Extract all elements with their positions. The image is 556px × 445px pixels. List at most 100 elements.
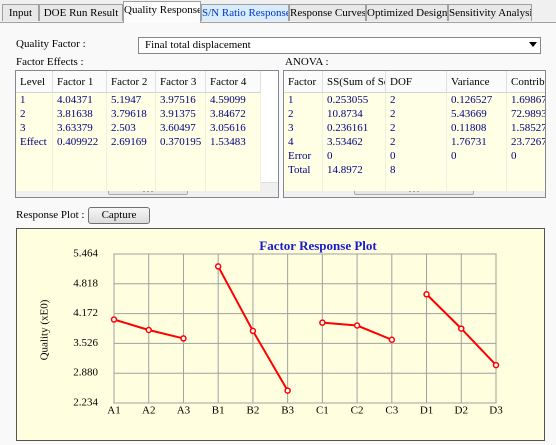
table-cell: 5.1947 <box>107 93 156 107</box>
table-cell: 4 <box>284 135 323 149</box>
empty-cell <box>386 177 447 191</box>
tab[interactable]: Quality Response <box>123 1 201 23</box>
empty-cell <box>53 163 107 177</box>
empty-cell <box>507 163 545 177</box>
x-tick-label: B1 <box>212 405 225 417</box>
table-cell: 2.69169 <box>107 135 156 149</box>
table-cell: 3.91375 <box>156 107 206 121</box>
point <box>180 335 187 342</box>
x-tick-label: B3 <box>281 405 294 417</box>
table-cell: 2 <box>16 107 53 121</box>
x-tick-label: C3 <box>385 405 398 417</box>
y-axis-title: Quality (xE0) <box>39 299 51 360</box>
x-tick-label: D1 <box>420 405 433 417</box>
table-cell: 0 <box>507 149 545 163</box>
table-cell: 0.370195 <box>156 135 206 149</box>
x-tick-label: D3 <box>489 405 503 417</box>
empty-cell <box>16 177 53 191</box>
y-tick-label: 2.234 <box>73 397 98 409</box>
point <box>388 336 396 344</box>
empty-cell <box>16 149 53 163</box>
tab[interactable]: S/N Ratio Response <box>201 4 289 21</box>
tab[interactable]: DOE Run Result <box>39 4 123 21</box>
x-tick-label: A3 <box>177 405 191 417</box>
x-tick-label: C2 <box>351 405 364 417</box>
x-tick-label: A2 <box>142 405 155 417</box>
column-header: Factor 4 <box>206 71 261 93</box>
y-tick-label: 4.172 <box>73 307 98 319</box>
table-cell: 23.7267 <box>507 135 545 149</box>
table-cell: 1.53483 <box>206 135 261 149</box>
tab[interactable]: Optimized Design <box>366 4 448 21</box>
table-cell: 0.11808 <box>447 121 507 135</box>
empty-cell <box>53 177 107 191</box>
table-cell: 2 <box>386 121 447 135</box>
plot-area <box>113 253 497 404</box>
table-cell: 1.69867 <box>507 93 545 107</box>
tab[interactable]: Response Curves <box>289 4 366 21</box>
dropdown-value: Final total displacement <box>145 39 251 51</box>
table-cell: 5.43669 <box>447 107 507 121</box>
empty-cell <box>206 177 261 191</box>
table-cell: 1.58527 <box>507 121 545 135</box>
empty-cell <box>53 149 107 163</box>
point <box>423 291 430 298</box>
tab[interactable]: Sensitivity Analysis <box>448 4 532 21</box>
table-cell: Error <box>284 149 323 163</box>
quality-factor-label: Quality Factor : <box>16 38 86 50</box>
table-cell: 72.9893 <box>507 107 545 121</box>
column-header: Factor 1 <box>53 71 107 93</box>
response-plot-label: Response Plot : <box>16 209 85 221</box>
column-header: Factor <box>284 71 323 93</box>
anova-label: ANOVA : <box>285 56 329 68</box>
capture-button[interactable]: Capture <box>88 207 150 224</box>
tab[interactable]: Input <box>2 4 39 21</box>
table-cell: 0.409922 <box>53 135 107 149</box>
table-cell: 0 <box>447 149 507 163</box>
x-tick-label: A1 <box>107 405 120 417</box>
table-cell: 1 <box>284 93 323 107</box>
empty-cell <box>206 163 261 177</box>
point <box>110 316 118 323</box>
point <box>145 326 152 334</box>
column-header: Contribution <box>507 71 545 93</box>
table-cell: 3.97516 <box>156 93 206 107</box>
table-cell: 3.79618 <box>107 107 156 121</box>
table-cell: 2 <box>386 93 447 107</box>
empty-cell <box>107 177 156 191</box>
empty-cell <box>156 163 206 177</box>
y-tick-label: 3.526 <box>73 337 98 349</box>
point <box>458 325 465 332</box>
table-cell: 2 <box>386 107 447 121</box>
x-tick-label: C1 <box>316 405 329 417</box>
table-cell: 0.253055 <box>323 93 386 107</box>
table-cell: 2.503 <box>107 121 156 135</box>
table-cell: 3.53462 <box>323 135 386 149</box>
table-cell: 1.76731 <box>447 135 507 149</box>
x-tick-label: B2 <box>246 405 259 417</box>
table-cell: 0.236161 <box>323 121 386 135</box>
point <box>353 322 361 329</box>
table-cell: Effect <box>16 135 53 149</box>
column-header: Level <box>16 71 53 93</box>
empty-cell <box>107 149 156 163</box>
table-cell: 0.126527 <box>447 93 507 107</box>
table-cell: 2 <box>386 135 447 149</box>
table-cell: 1 <box>16 93 53 107</box>
empty-cell <box>156 177 206 191</box>
table-cell: 0 <box>386 149 447 163</box>
table-cell: 3.81638 <box>53 107 107 121</box>
table-cell: 10.8734 <box>323 107 386 121</box>
quality-factor-dropdown[interactable]: Final total displacement <box>138 37 541 54</box>
factor-effects-table: Level Factor 1 Factor 2 Factor 3 Factor 4 1 4.… <box>15 70 279 198</box>
point <box>319 319 326 326</box>
point <box>284 387 291 394</box>
table-cell: 0 <box>323 149 386 163</box>
column-header: DOF <box>386 71 447 93</box>
empty-cell <box>507 177 545 191</box>
table-cell: 4.59099 <box>206 93 261 107</box>
dropdown-arrow <box>529 42 537 47</box>
empty-cell <box>284 177 323 191</box>
empty-cell <box>206 149 261 163</box>
